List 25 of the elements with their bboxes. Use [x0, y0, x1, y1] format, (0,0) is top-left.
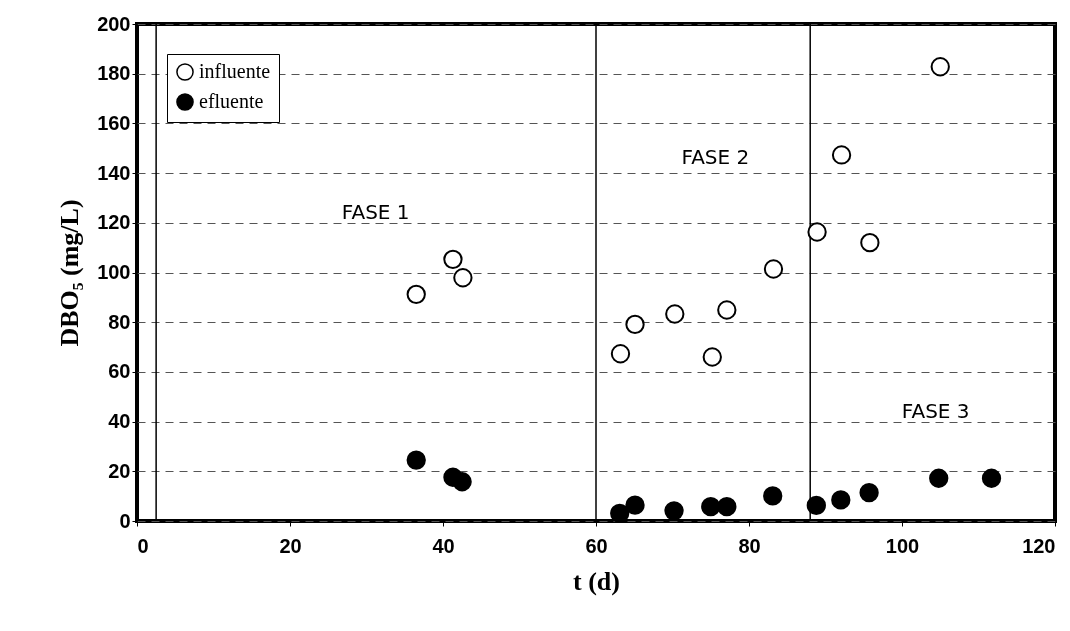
y-tick-label: 60 — [108, 360, 131, 383]
y-tick-label: 180 — [97, 62, 131, 85]
legend-label: efluente — [199, 90, 264, 112]
y-tick-label: 120 — [97, 211, 131, 234]
y-tick-label: 0 — [119, 509, 131, 532]
legend-label: influente — [199, 60, 271, 82]
y-tick-label: 80 — [108, 310, 131, 333]
annotation: FASE 3 — [901, 398, 970, 423]
x-tick-label: 40 — [432, 534, 455, 557]
y-axis-title: DBO₅ (mg/L) — [55, 199, 85, 347]
y-tick-label: 140 — [97, 161, 131, 184]
x-tick-label: 80 — [738, 534, 761, 557]
x-tick-label: 100 — [885, 534, 920, 557]
x-tick-label: 120 — [1022, 534, 1056, 557]
x-tick-label: 0 — [137, 534, 149, 557]
annotation: FASE 1 — [341, 199, 410, 224]
annotation: FASE 2 — [681, 145, 750, 170]
y-tick-label: 160 — [97, 111, 131, 134]
y-tick-label: 40 — [108, 410, 131, 433]
y-tick-label: 20 — [108, 459, 131, 482]
x-tick-label: 60 — [585, 534, 608, 557]
x-tick-label: 20 — [279, 534, 302, 557]
x-axis-title: t (d) — [573, 566, 620, 596]
y-tick-label: 200 — [97, 12, 131, 35]
y-tick-label: 100 — [97, 261, 131, 283]
